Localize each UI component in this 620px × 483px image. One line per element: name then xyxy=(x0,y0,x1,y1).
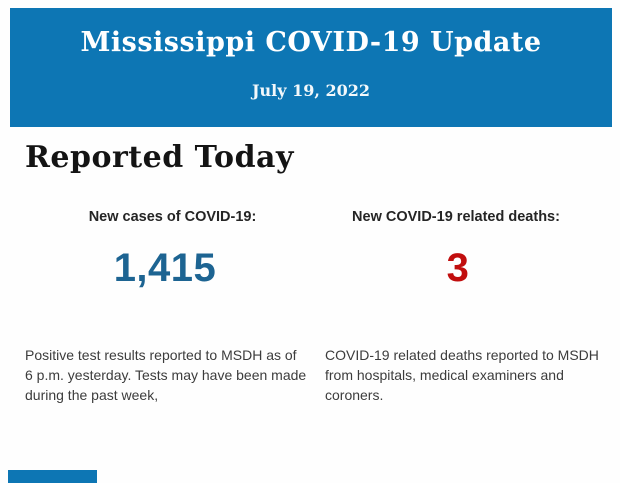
section-heading: Reported Today xyxy=(25,140,294,175)
new-cases-label: New cases of COVID-19: xyxy=(88,209,257,225)
new-cases-value: 1,415 xyxy=(113,246,217,290)
cutoff-next-banner-block xyxy=(8,470,97,483)
new-deaths-description: COVID-19 related deaths reported to MSDH… xyxy=(325,347,599,404)
new-cases-description: Positive test results reported to MSDH a… xyxy=(25,347,307,404)
new-deaths-label: New COVID-19 related deaths: xyxy=(352,209,560,225)
new-deaths-value: 3 xyxy=(446,246,470,290)
report-date: July 19, 2022 xyxy=(251,81,371,100)
header-banner: Mississippi COVID-19 Update July 19, 202… xyxy=(10,8,612,127)
page-title: Mississippi COVID-19 Update xyxy=(80,27,542,58)
